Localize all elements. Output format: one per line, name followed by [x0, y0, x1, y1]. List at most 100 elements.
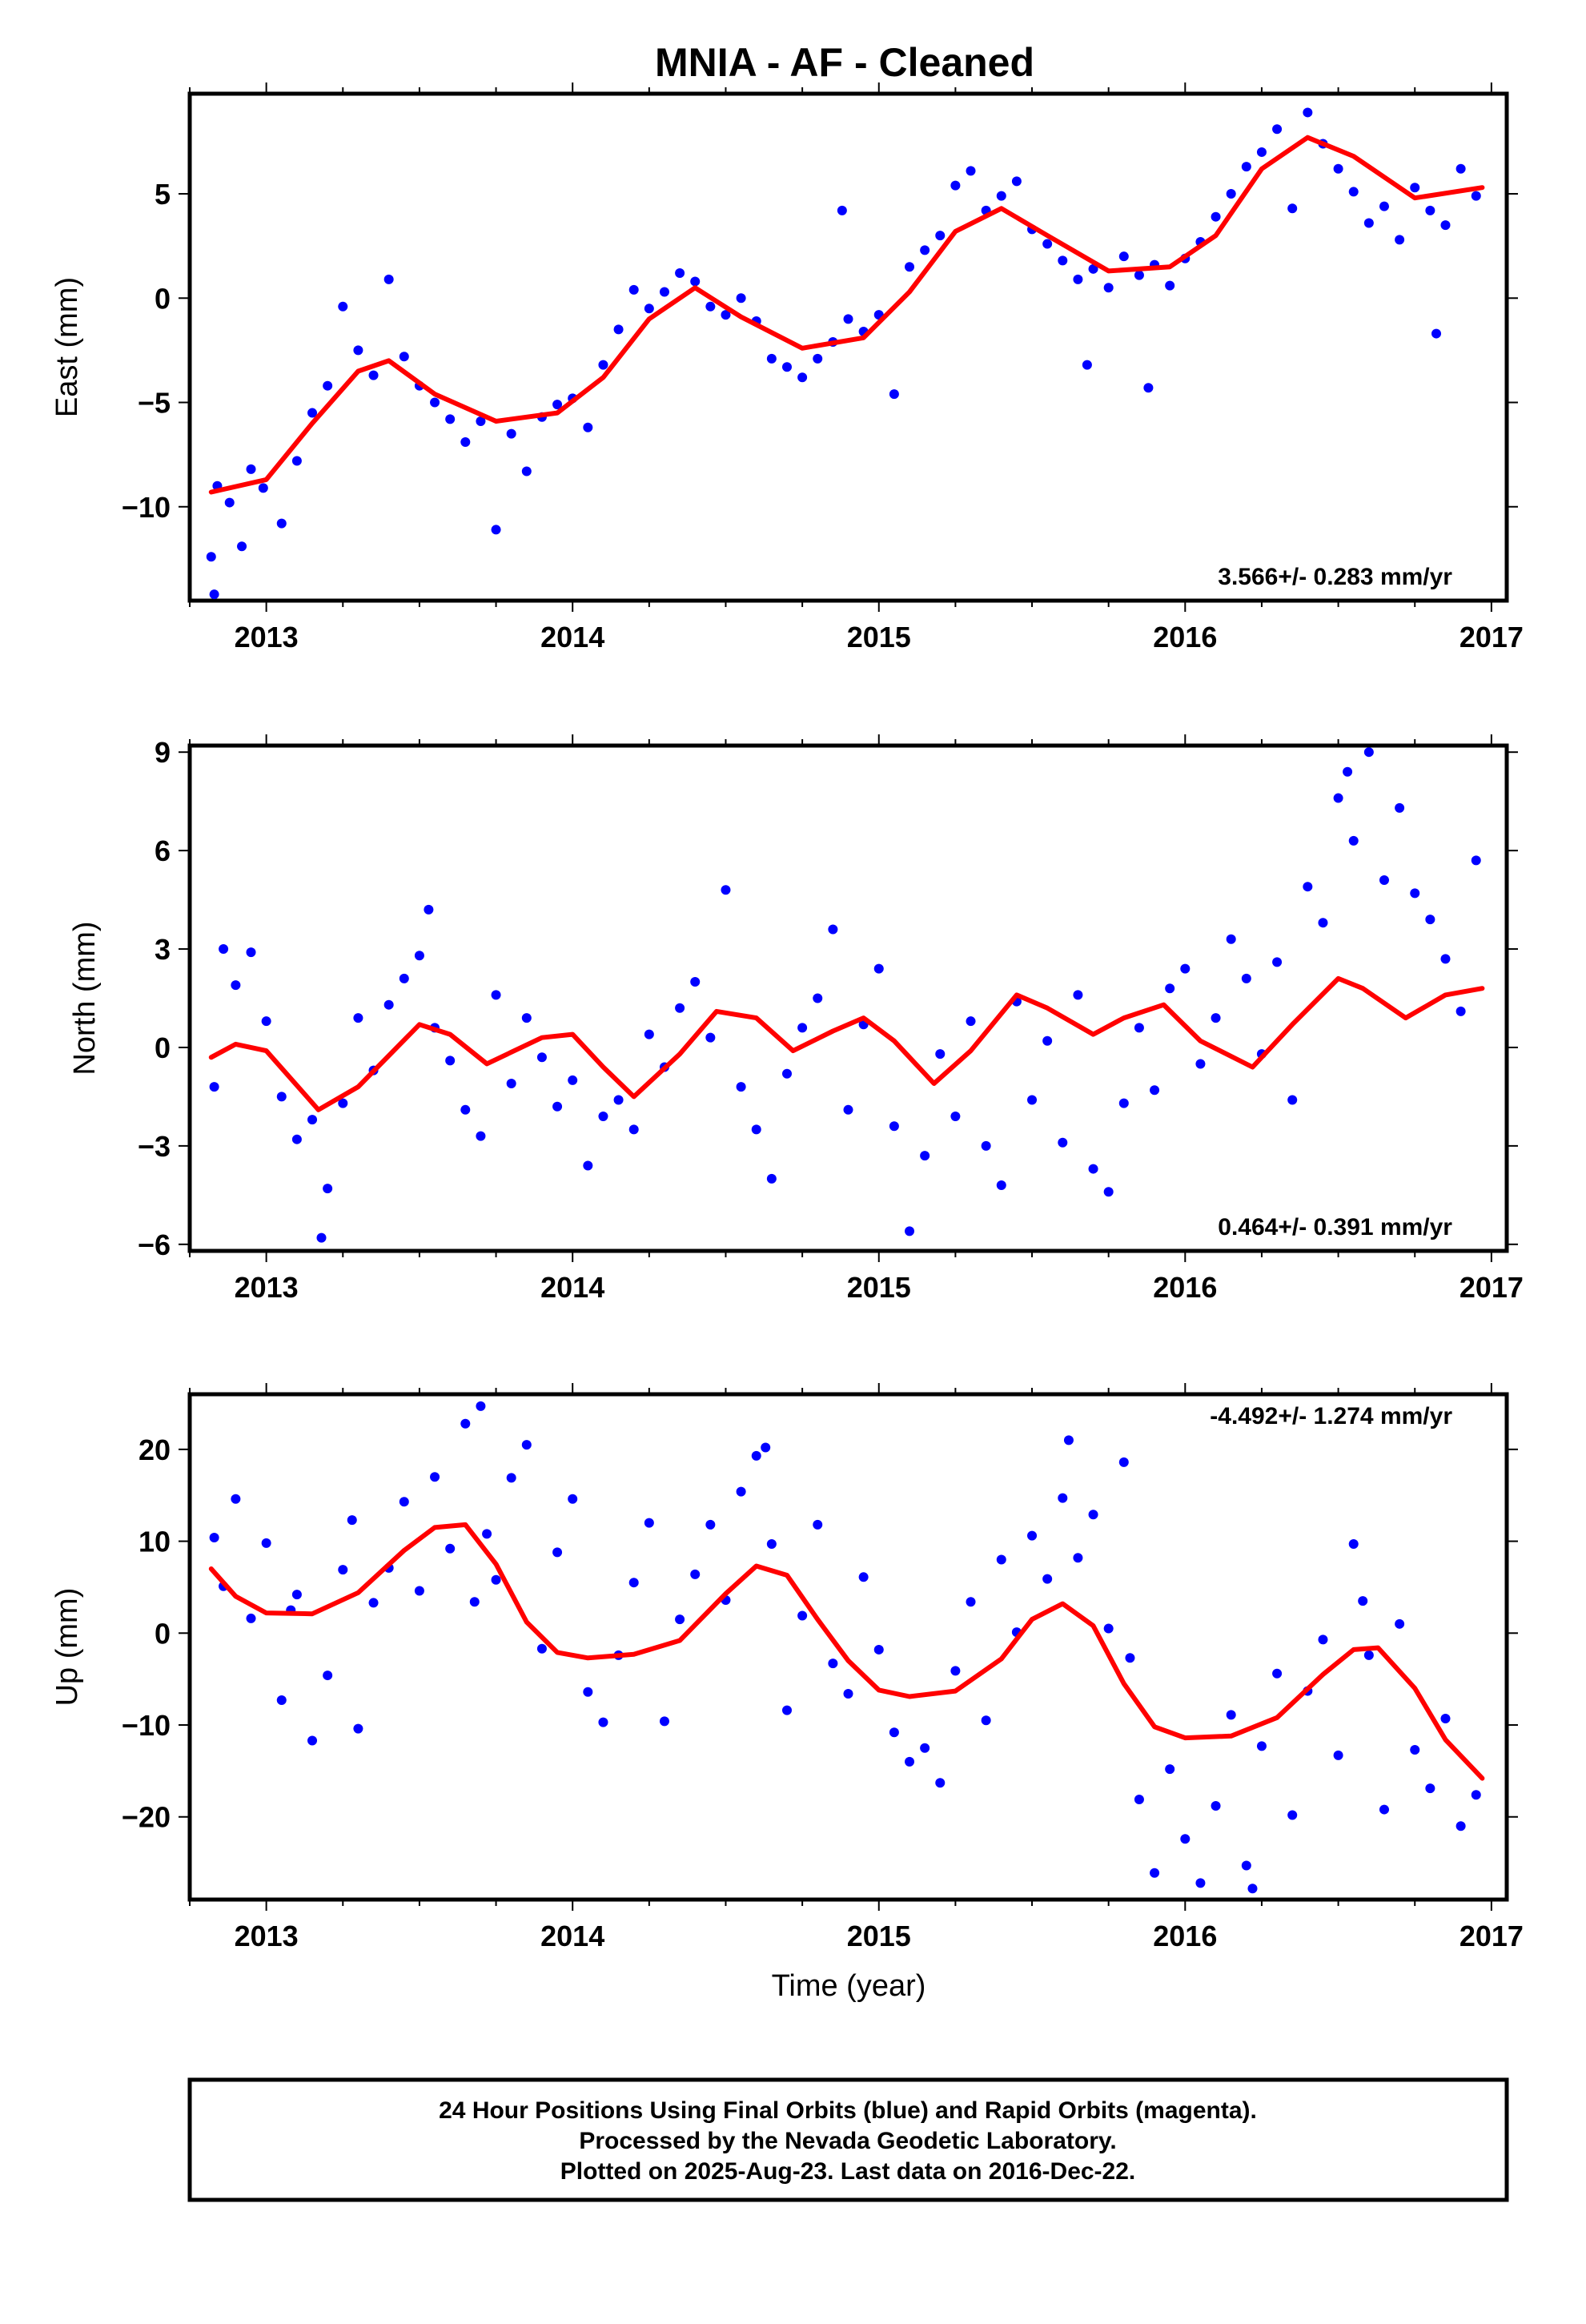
north-data-point [966, 1016, 976, 1027]
up-data-point [246, 1613, 256, 1623]
north-data-point [721, 885, 731, 895]
up-data-point [843, 1689, 853, 1699]
north-data-point [276, 1092, 287, 1102]
up-data-point [231, 1494, 241, 1504]
north-x-tick-label: 2013 [235, 1271, 299, 1304]
up-data-point [261, 1538, 271, 1548]
east-data-point [813, 353, 823, 364]
east-data-point [935, 231, 946, 241]
north-plot-frame [187, 743, 1509, 1253]
east-data-point [506, 428, 516, 439]
up-rate-label: -4.492+/- 1.274 mm/yr [1210, 1403, 1452, 1429]
up-data-point [307, 1735, 318, 1746]
up-data-point [476, 1401, 486, 1411]
north-y-tick-label: −3 [138, 1130, 171, 1163]
east-data-point [1272, 124, 1283, 135]
east-plot-frame [187, 91, 1509, 603]
east-panel: 2013 2014 2015 2016 2017 −10 −5 0 5 East (mm) 3.56… [50, 82, 1524, 653]
north-y-tick-label: 9 [155, 736, 171, 769]
north-data-point [690, 977, 701, 987]
up-y-tick-label: −10 [122, 1709, 171, 1742]
east-data-point [258, 483, 268, 493]
north-data-point [476, 1131, 486, 1141]
up-data-point [1073, 1553, 1083, 1563]
up-data-point [1165, 1764, 1175, 1775]
up-data-point [353, 1723, 363, 1734]
east-data-point [736, 293, 746, 304]
north-data-point [1410, 888, 1420, 899]
up-data-point [469, 1597, 480, 1607]
east-x-tick-label: 2016 [1153, 621, 1217, 653]
north-data-point [1103, 1187, 1114, 1197]
north-data-point [797, 1023, 808, 1033]
east-data-point [996, 191, 1006, 201]
east-x-tick-label: 2014 [540, 621, 604, 653]
up-data-point [1241, 1860, 1251, 1871]
east-data-point [521, 466, 532, 476]
east-data-point [766, 353, 777, 364]
east-y-tick-label: 5 [155, 178, 171, 211]
east-data-point [1256, 147, 1267, 157]
east-data-point [843, 314, 853, 324]
north-data-point [307, 1115, 318, 1125]
up-data-point [1180, 1834, 1191, 1844]
north-data-point [751, 1124, 761, 1135]
east-data-point [889, 389, 899, 400]
north-data-point [1333, 793, 1343, 803]
north-x-tick-label: 2014 [540, 1271, 604, 1304]
up-data-point [460, 1418, 471, 1429]
up-data-point [690, 1569, 701, 1579]
up-data-point [1287, 1810, 1298, 1820]
up-data-point [675, 1614, 685, 1625]
up-data-point [482, 1529, 492, 1539]
up-data-point [1318, 1634, 1328, 1645]
east-data-point [1073, 274, 1083, 284]
up-data-point [338, 1565, 348, 1575]
east-x-tick-label: 2017 [1460, 621, 1524, 653]
north-data-point [1027, 1095, 1038, 1105]
up-data-point [781, 1705, 792, 1715]
up-data-point [981, 1715, 991, 1726]
east-data-point [353, 345, 363, 356]
north-data-point [613, 1095, 624, 1105]
north-data-point [1134, 1023, 1144, 1033]
up-y-tick-label: 0 [155, 1617, 171, 1650]
up-data-point [1125, 1653, 1135, 1663]
north-data-point [705, 1032, 716, 1043]
north-x-tick-label: 2016 [1153, 1271, 1217, 1304]
up-x-tick-label: 2014 [540, 1920, 604, 1952]
up-data-point [1247, 1884, 1258, 1894]
east-data-point [399, 352, 409, 362]
north-data-point [1241, 973, 1251, 983]
north-data-point [828, 924, 838, 935]
up-data-point [1363, 1650, 1374, 1660]
north-data-point [1287, 1095, 1298, 1105]
up-data-point [920, 1743, 930, 1753]
east-data-point [338, 301, 348, 312]
east-data-point [368, 370, 379, 380]
up-x-tick-label: 2016 [1153, 1920, 1217, 1952]
east-data-point [1471, 191, 1481, 201]
up-y-tick-label: 10 [139, 1526, 171, 1558]
up-data-point [797, 1610, 808, 1621]
up-fit-curve [208, 1522, 1485, 1781]
east-data-point [1431, 328, 1442, 339]
north-data-point [781, 1068, 792, 1079]
up-y-axis-title: Up (mm) [50, 1588, 84, 1707]
east-data-point [1082, 360, 1092, 370]
east-data-point [966, 166, 976, 176]
north-data-point [491, 990, 501, 1000]
east-x-tick-label: 2013 [235, 621, 299, 653]
north-data-point [628, 1124, 639, 1135]
east-y-axis-title: East (mm) [50, 277, 84, 417]
north-data-point [1348, 835, 1359, 846]
up-data-point [1134, 1794, 1144, 1804]
east-y-tick-label: −5 [138, 387, 171, 420]
east-data-point [476, 416, 486, 426]
north-data-point [1042, 1035, 1053, 1046]
up-data-point [1226, 1710, 1236, 1720]
east-y-tick-label: 0 [155, 282, 171, 315]
north-data-point [675, 1003, 685, 1013]
up-data-point [1195, 1878, 1206, 1888]
